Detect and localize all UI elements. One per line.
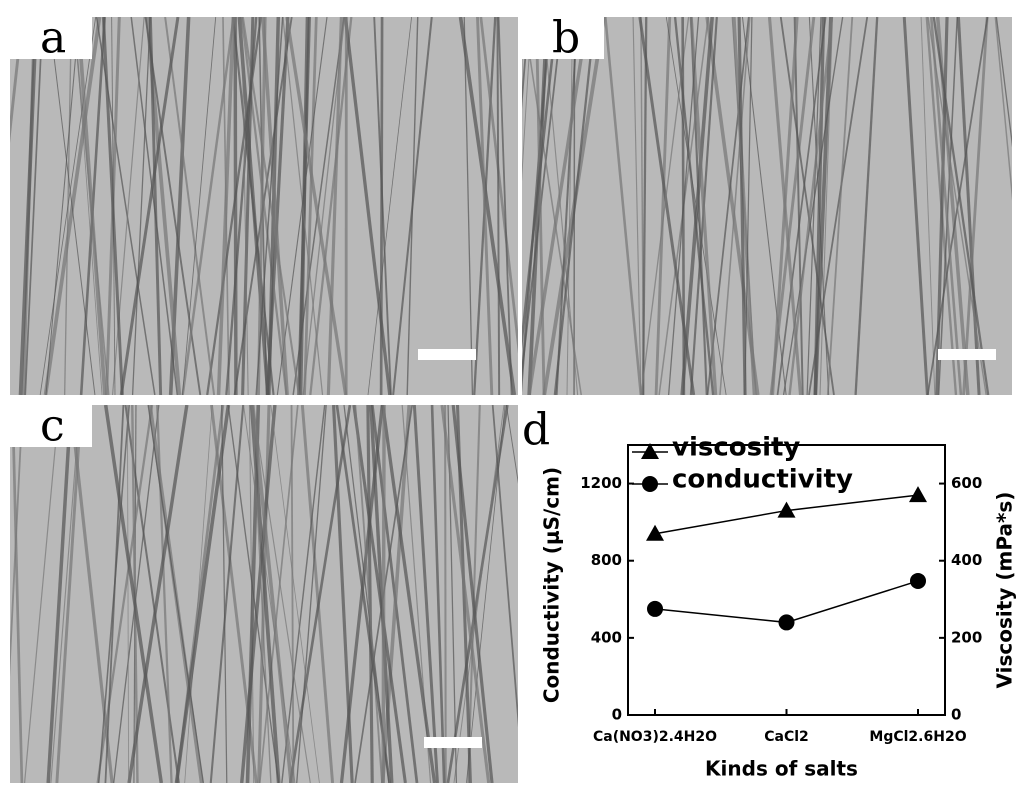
y-tick-label: 800 [591, 551, 622, 569]
y2-axis-label: Viscosity (mPa*s) [993, 492, 1017, 689]
data-point [909, 486, 927, 502]
micrograph: b [498, 13, 1019, 396]
y2-tick-label: 0 [951, 706, 961, 724]
fiber [521, 17, 523, 395]
panel-label: b [552, 13, 580, 64]
fiber [683, 17, 684, 395]
fiber [445, 405, 446, 783]
scale-bar [418, 349, 476, 360]
y-tick-label: 400 [591, 628, 622, 646]
legend-marker [642, 476, 658, 492]
micrograph: c [4, 401, 565, 784]
x-tick-label: MgCl2.6H2O [869, 729, 966, 745]
y2-tick-label: 200 [951, 628, 982, 646]
micrograph: a [0, 13, 524, 396]
x-tick-label: CaCl2 [764, 729, 809, 745]
legend-label: conductivity [672, 465, 853, 495]
panel-label: a [40, 13, 66, 64]
micrographs: a b c d [0, 13, 1019, 784]
y-tick-label: 1200 [580, 474, 622, 492]
x-axis-label: Kinds of salts [705, 757, 858, 781]
panel-label: c [40, 401, 65, 452]
legend-label: viscosity [672, 433, 800, 463]
fiber [235, 17, 236, 395]
scale-bar [938, 349, 996, 360]
scale-bar [424, 737, 482, 748]
panel-label: d [522, 405, 550, 456]
chart: 0 400 800 1200 0 200 400 600 Ca(NO3)2.4H2O CaCl2 M… [540, 433, 1017, 781]
y-axis-label: Conductivity (μS/cm) [540, 467, 564, 703]
fiber [381, 17, 382, 395]
y2-tick-label: 400 [951, 551, 982, 569]
y-tick-label: 0 [612, 706, 622, 724]
data-point [910, 573, 926, 589]
x-tick-label: Ca(NO3)2.4H2O [593, 729, 717, 745]
data-point [647, 601, 663, 617]
fiber [383, 405, 384, 783]
data-point [779, 614, 795, 630]
y2-tick-label: 600 [951, 474, 982, 492]
